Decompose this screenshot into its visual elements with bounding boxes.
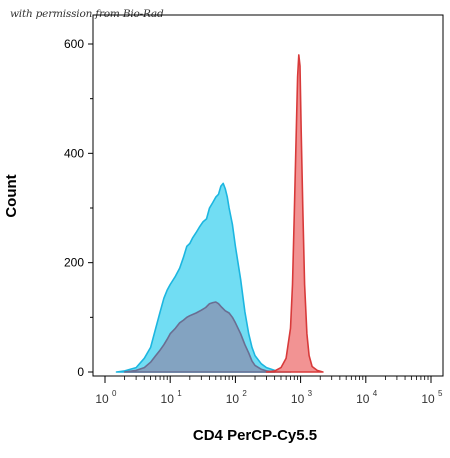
x-tick-exponent: 2	[242, 389, 247, 398]
x-tick-label: 10	[291, 392, 305, 406]
x-tick-label: 10	[95, 392, 109, 406]
y-axis-label: Count	[3, 174, 20, 217]
y-tick-label: 600	[64, 37, 84, 51]
y-tick-label: 0	[77, 365, 84, 379]
x-tick-exponent: 3	[308, 389, 313, 398]
x-tick-label: 10	[226, 392, 240, 406]
series-layer	[115, 54, 324, 373]
plot-frame	[92, 14, 444, 377]
histogram-series-1	[115, 182, 292, 373]
x-axis-label: CD4 PerCP-Cy5.5	[193, 427, 317, 444]
x-tick-exponent: 1	[177, 389, 182, 398]
x-tick-label: 10	[356, 392, 370, 406]
credit-text: with permission from Bio-Rad	[10, 8, 164, 20]
histogram-series-2	[123, 301, 276, 373]
histogram-series-3	[265, 54, 324, 373]
x-tick-exponent: 5	[438, 389, 443, 398]
y-tick-label: 200	[64, 256, 84, 270]
x-tick-exponent: 0	[112, 389, 117, 398]
x-tick-exponent: 4	[373, 389, 378, 398]
x-tick-label: 10	[161, 392, 175, 406]
y-tick-label: 400	[64, 146, 84, 160]
x-tick-label: 10	[421, 392, 435, 406]
